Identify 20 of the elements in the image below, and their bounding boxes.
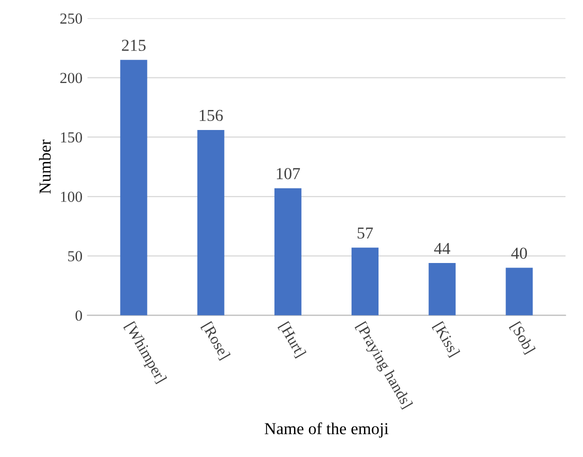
bar xyxy=(120,60,148,316)
bar xyxy=(274,188,302,316)
y-tick-label: 150 xyxy=(61,132,82,143)
y-tick-label: 250 xyxy=(60,13,82,24)
data-label: 107 xyxy=(276,168,300,180)
bar xyxy=(197,130,224,316)
bar xyxy=(428,263,456,316)
y-tick-label: 100 xyxy=(61,192,82,202)
x-axis-title: Name of the emoji xyxy=(264,422,388,438)
data-label: 57 xyxy=(358,228,373,239)
y-tick-label: 0 xyxy=(76,310,82,321)
bar xyxy=(352,248,379,316)
data-label: 44 xyxy=(434,242,450,254)
data-label: 40 xyxy=(511,248,527,259)
data-label: 215 xyxy=(122,40,146,51)
y-tick-label: 200 xyxy=(60,72,82,84)
data-label: 156 xyxy=(200,110,223,122)
y-tick-label: 50 xyxy=(68,251,82,262)
bar xyxy=(506,268,533,316)
y-axis-title: Number xyxy=(39,140,51,194)
